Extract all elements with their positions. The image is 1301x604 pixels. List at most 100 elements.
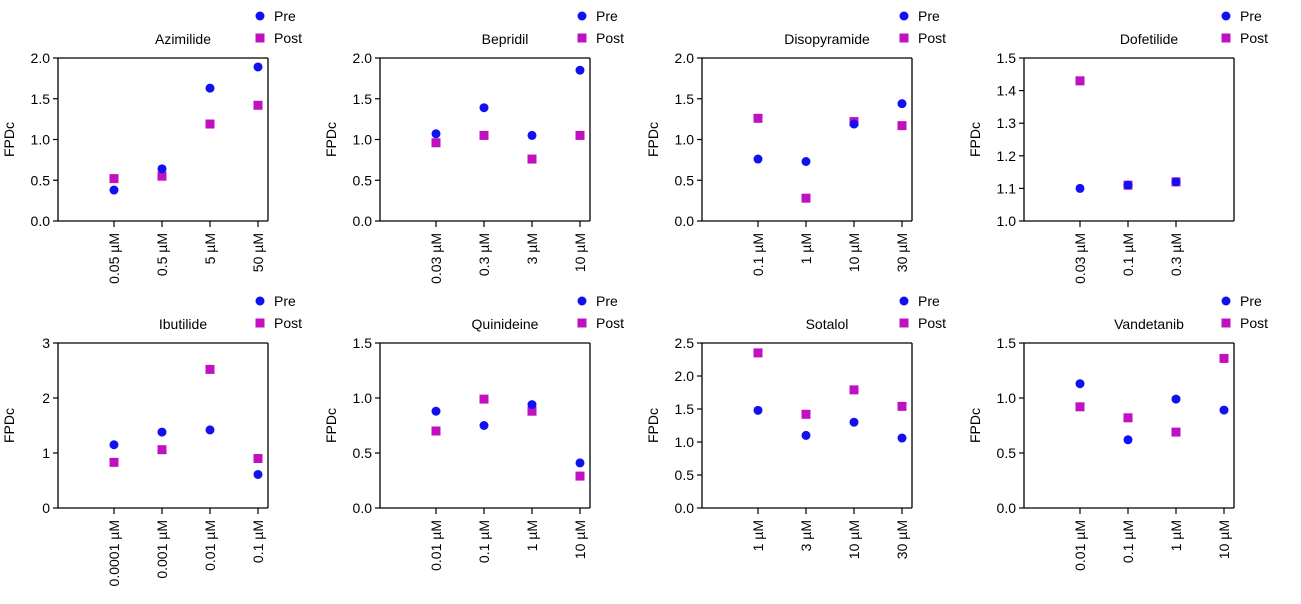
post-point — [1219, 353, 1229, 363]
y-tick-label: 0.5 — [31, 172, 51, 188]
x-tick-label: 10 µM — [846, 233, 862, 272]
y-axis-label: FPDc — [645, 122, 661, 157]
post-point — [801, 193, 811, 203]
y-axis-label: FPDc — [1, 122, 17, 157]
legend-pre-marker — [255, 11, 265, 21]
y-axis-label: FPDc — [967, 408, 983, 443]
x-tick-label: 0.001 µM — [154, 520, 170, 579]
post-point — [897, 401, 907, 411]
y-tick-label: 0.5 — [997, 445, 1017, 461]
post-point — [897, 121, 907, 131]
pre-point — [1219, 405, 1229, 415]
y-tick-label: 1.5 — [31, 91, 51, 107]
pre-point — [1075, 379, 1085, 389]
x-tick-label: 0.3 µM — [476, 233, 492, 276]
x-tick-label: 0.1 µM — [476, 520, 492, 563]
x-tick-label: 0.1 µM — [750, 233, 766, 276]
legend-post-label: Post — [918, 30, 946, 46]
y-tick-label: 1.0 — [353, 132, 373, 148]
x-tick-label: 0.01 µM — [1072, 520, 1088, 571]
pre-point — [801, 157, 811, 167]
pre-point — [897, 99, 907, 109]
x-tick-label: 0.03 µM — [1072, 233, 1088, 284]
x-tick-label: 0.05 µM — [106, 233, 122, 284]
x-tick-label: 0.01 µM — [428, 520, 444, 571]
post-point — [157, 171, 167, 181]
x-tick-label: 10 µM — [1216, 520, 1232, 559]
y-tick-label: 2.0 — [675, 368, 695, 384]
pre-point — [527, 400, 537, 410]
legend-pre-marker — [577, 11, 587, 21]
x-tick-label: 10 µM — [572, 520, 588, 559]
y-tick-label: 1.1 — [997, 180, 1017, 196]
pre-point — [575, 65, 585, 75]
legend-pre-marker — [1221, 11, 1231, 21]
post-point — [431, 426, 441, 436]
x-tick-label: 30 µM — [894, 520, 910, 559]
x-tick-label: 10 µM — [572, 233, 588, 272]
y-tick-label: 0 — [42, 500, 50, 516]
y-tick-label: 0.0 — [675, 500, 695, 516]
post-point — [109, 457, 119, 467]
post-point — [479, 130, 489, 140]
x-tick-label: 0.3 µM — [1168, 233, 1184, 276]
y-tick-label: 0.0 — [31, 213, 51, 229]
legend-post-marker — [255, 33, 265, 43]
post-point — [1123, 413, 1133, 423]
legend-post-label: Post — [274, 30, 302, 46]
y-axis-label: FPDc — [645, 408, 661, 443]
post-point — [1171, 427, 1181, 437]
x-tick-label: 3 µM — [524, 233, 540, 264]
legend-post-label: Post — [1240, 30, 1268, 46]
post-point — [1075, 402, 1085, 412]
x-tick-label: 0.03 µM — [428, 233, 444, 284]
y-axis-label: FPDc — [323, 408, 339, 443]
pre-point — [849, 417, 859, 427]
y-tick-label: 0.5 — [353, 172, 373, 188]
legend-pre-label: Pre — [596, 8, 618, 24]
pre-point — [205, 425, 215, 435]
y-tick-label: 0.0 — [353, 213, 373, 229]
chart-title: Disopyramide — [784, 31, 870, 47]
y-tick-label: 1.0 — [997, 213, 1017, 229]
post-point — [575, 130, 585, 140]
x-tick-label: 0.5 µM — [154, 233, 170, 276]
legend-post-label: Post — [918, 315, 946, 331]
legend-pre-label: Pre — [274, 8, 296, 24]
y-tick-label: 1.2 — [997, 148, 1017, 164]
legend-post-label: Post — [596, 30, 624, 46]
legend-post-label: Post — [596, 315, 624, 331]
post-point — [801, 409, 811, 419]
pre-point — [157, 164, 167, 174]
x-tick-label: 1 µM — [798, 233, 814, 264]
chart-panel: 0.0 0.5 1.0 1.5 2.0 0.03 µM 0.3 µM 3 µM 10 µM FPD… — [323, 8, 624, 284]
chart-panel: 0.0 0.5 1.0 1.5 0.01 µM 0.1 µM 1 µM 10 µM FPDc Va… — [967, 293, 1268, 571]
x-tick-label: 5 µM — [202, 233, 218, 264]
x-tick-label: 3 µM — [798, 520, 814, 551]
legend-post-marker — [577, 33, 587, 43]
chart-title: Dofetilide — [1120, 31, 1179, 47]
legend-pre-marker — [899, 11, 909, 21]
y-tick-label: 1.0 — [997, 390, 1017, 406]
post-point — [753, 348, 763, 358]
y-tick-label: 1.5 — [675, 401, 695, 417]
pre-point — [575, 458, 585, 468]
y-tick-label: 2 — [42, 390, 50, 406]
legend-pre-label: Pre — [918, 8, 940, 24]
pre-point — [109, 440, 119, 450]
y-tick-label: 2.0 — [31, 50, 51, 66]
legend-post-marker — [899, 33, 909, 43]
y-tick-label: 1.5 — [997, 335, 1017, 351]
y-tick-label: 0.0 — [675, 213, 695, 229]
y-tick-label: 1.0 — [675, 434, 695, 450]
legend-post-marker — [577, 318, 587, 328]
y-tick-label: 2.0 — [675, 50, 695, 66]
legend-pre-marker — [255, 296, 265, 306]
legend-pre-marker — [1221, 296, 1231, 306]
x-tick-label: 30 µM — [894, 233, 910, 272]
post-point — [575, 471, 585, 481]
legend-pre-label: Pre — [596, 293, 618, 309]
chart-panel: 0.0 0.5 1.0 1.5 2.0 2.5 1 µM 3 µM 10 µM 30 µM FPDc… — [645, 293, 946, 559]
chart-panel: 0.0 0.5 1.0 1.5 2.0 0.05 µM 0.5 µM 5 µM 50 µM FPD… — [1, 8, 302, 284]
pre-point — [253, 62, 263, 72]
